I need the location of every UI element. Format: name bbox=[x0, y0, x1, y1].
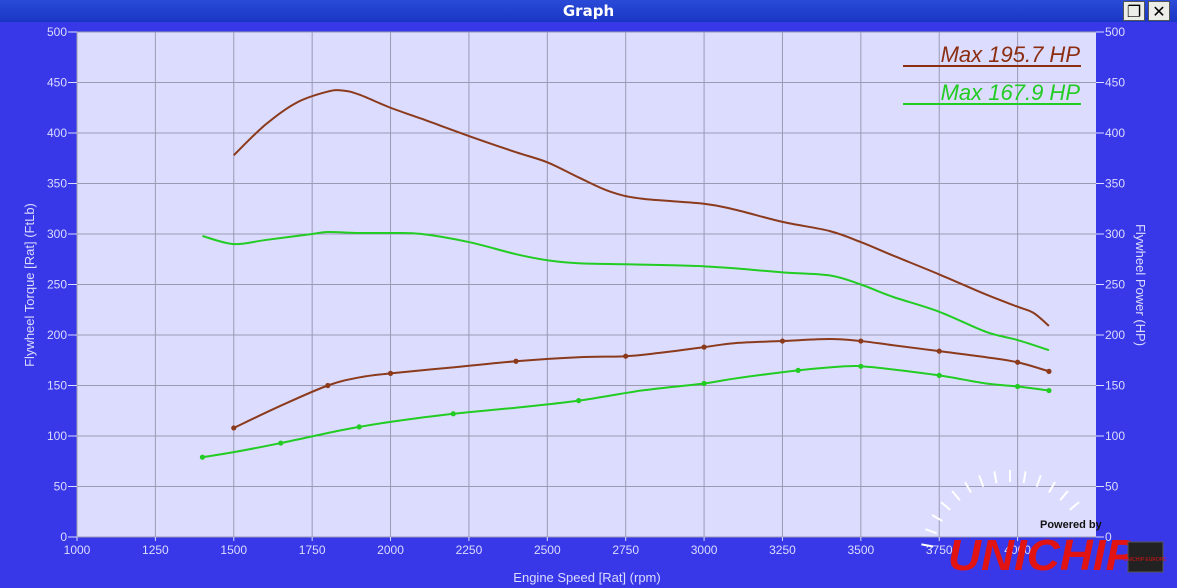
series-point-3 bbox=[231, 425, 237, 431]
unichip-badge-text: UNICHIP EUROPE bbox=[1124, 557, 1168, 563]
unichip-badge bbox=[1127, 541, 1164, 573]
y-tick-label-right: 200 bbox=[1105, 328, 1125, 342]
series-point-4 bbox=[701, 380, 707, 387]
series-point-3 bbox=[325, 382, 331, 389]
series-point-3 bbox=[387, 370, 394, 376]
y-tick-label-left: 200 bbox=[47, 328, 67, 342]
x-axis-label: Engine Speed [Rat] (rpm) bbox=[513, 570, 660, 585]
series-point-4 bbox=[1046, 387, 1052, 394]
y-tick-label-left: 100 bbox=[47, 429, 67, 443]
y-tick-label-left: 150 bbox=[47, 379, 67, 393]
y-tick-label-left: 0 bbox=[60, 530, 67, 544]
dial-tick bbox=[921, 543, 934, 548]
x-tick-label: 1750 bbox=[299, 543, 326, 557]
series-point-3 bbox=[936, 348, 942, 354]
window-title: Graph bbox=[562, 2, 615, 20]
series-point-3 bbox=[1015, 359, 1021, 365]
y-axis-label-right: Flywheel Power (HP) bbox=[1133, 224, 1148, 346]
unichip-wordmark: UNICHIP bbox=[948, 531, 1137, 580]
series-line-2 bbox=[202, 230, 1050, 352]
series-point-3 bbox=[623, 353, 629, 359]
x-tick-label: 2000 bbox=[377, 543, 404, 557]
x-tick-label: 3500 bbox=[847, 543, 874, 557]
y-tick-label-right: 350 bbox=[1105, 177, 1125, 191]
series-point-4 bbox=[1015, 383, 1021, 390]
powered-by-label: Powered by bbox=[1040, 519, 1103, 531]
series-point-4 bbox=[278, 440, 284, 446]
y-tick-label-left: 450 bbox=[47, 76, 67, 90]
series-point-4 bbox=[795, 367, 801, 373]
dial-tick bbox=[993, 471, 998, 484]
x-tick-label: 2250 bbox=[456, 543, 483, 557]
series-point-4 bbox=[450, 411, 456, 417]
max-power-annotation-2: Max 167.9 HP bbox=[941, 80, 1081, 105]
x-tick-label: 1500 bbox=[220, 543, 247, 557]
max-power-annotation-1: Max 195.7 HP bbox=[941, 42, 1081, 67]
close-icon[interactable]: ✕ bbox=[1148, 1, 1170, 21]
dial-tick bbox=[951, 490, 961, 501]
x-tick-label: 2500 bbox=[534, 543, 561, 557]
series-line-1 bbox=[233, 89, 1050, 327]
grid-lines bbox=[76, 31, 1096, 538]
restore-icon[interactable]: ❐ bbox=[1123, 1, 1145, 21]
y-tick-label-left: 300 bbox=[47, 227, 67, 241]
dial-tick bbox=[1022, 471, 1027, 484]
series-point-3 bbox=[858, 338, 864, 344]
y-tick-label-left: 350 bbox=[47, 177, 67, 191]
series-point-4 bbox=[936, 372, 942, 378]
x-tick-label: 3000 bbox=[691, 543, 718, 557]
y-tick-label-right: 250 bbox=[1105, 278, 1125, 292]
window-titlebar[interactable]: Graph ❐ ✕ bbox=[0, 0, 1177, 22]
x-tick-label: 4000 bbox=[1004, 543, 1031, 557]
series-line-3 bbox=[233, 338, 1050, 429]
series-point-3 bbox=[1046, 368, 1052, 374]
series-point-3 bbox=[701, 344, 707, 350]
y-tick-label-left: 250 bbox=[47, 278, 67, 292]
y-tick-label-right: 100 bbox=[1105, 429, 1125, 443]
series-point-4 bbox=[576, 398, 582, 404]
series-point-3 bbox=[513, 358, 519, 364]
x-tick-label: 1250 bbox=[142, 543, 169, 557]
y-tick-label-right: 300 bbox=[1105, 227, 1125, 241]
y-tick-label-right: 50 bbox=[1105, 480, 1119, 494]
unichip-logo: Powered by UNICHIP UNICHIP EUROPE bbox=[921, 470, 1167, 580]
dial-tick bbox=[978, 475, 985, 488]
x-tick-label: 2750 bbox=[612, 543, 639, 557]
x-tick-label: 1000 bbox=[64, 543, 91, 557]
speedometer-dial-icon bbox=[921, 470, 1080, 548]
dial-tick bbox=[1069, 501, 1080, 511]
y-tick-label-left: 500 bbox=[47, 25, 67, 39]
dial-tick bbox=[964, 481, 972, 493]
y-tick-label-right: 400 bbox=[1105, 126, 1125, 140]
y-tick-label-left: 400 bbox=[47, 126, 67, 140]
dial-tick bbox=[1035, 475, 1042, 488]
y-axis-label-left: Flywheel Torque [Rat] (FtLb) bbox=[22, 203, 37, 367]
dial-tick bbox=[1048, 481, 1056, 493]
y-tick-label-right: 500 bbox=[1105, 25, 1125, 39]
y-tick-label-right: 0 bbox=[1105, 530, 1112, 544]
x-tick-label: 3250 bbox=[769, 543, 796, 557]
y-tick-label-left: 50 bbox=[54, 480, 68, 494]
dial-tick bbox=[925, 528, 938, 535]
series-point-4 bbox=[356, 424, 362, 430]
y-tick-label-right: 150 bbox=[1105, 379, 1125, 393]
dial-tick bbox=[940, 501, 951, 511]
series-point-3 bbox=[779, 338, 786, 344]
dial-tick bbox=[931, 514, 943, 522]
series-line-4 bbox=[202, 364, 1050, 459]
dial-tick bbox=[1059, 490, 1069, 501]
series-point-4 bbox=[199, 454, 206, 460]
series-point-4 bbox=[858, 363, 864, 369]
y-tick-label-right: 450 bbox=[1105, 76, 1125, 90]
